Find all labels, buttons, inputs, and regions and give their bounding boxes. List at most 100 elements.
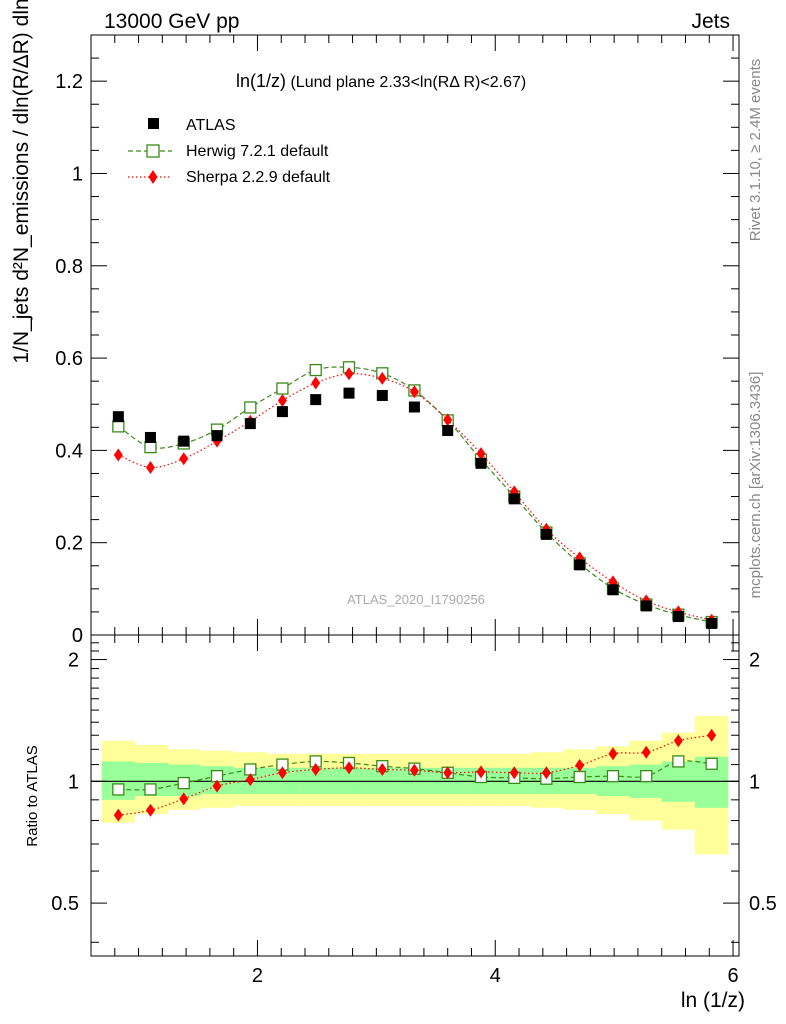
herwig-point [112, 420, 125, 433]
ratio-y-axis-label: Ratio to ATLAS [24, 745, 41, 846]
x-tick-label: 4 [490, 965, 501, 987]
sherpa-point [145, 460, 155, 474]
main-y-axis-label: 1/N_jets d²N_emissions / dln(R/ΔR) dln(1… [10, 0, 33, 364]
herwig-point [672, 755, 685, 768]
atlas-data-point [276, 406, 288, 418]
header-jets-label: Jets [691, 10, 730, 33]
ratio-plot-area [91, 716, 739, 855]
legend-marker-sherpa [148, 170, 158, 184]
herwig-point [144, 441, 157, 454]
legend-marker-atlas [148, 118, 159, 129]
atlas-data-point [144, 431, 156, 443]
atlas-data-point [574, 559, 586, 571]
atlas-data-point [211, 430, 223, 442]
ratio-y-tick-label: 0.5 [51, 893, 79, 915]
plot-title-variable: ln(1/z) [236, 71, 286, 91]
ratio-y-tick-label-right: 1 [749, 771, 760, 793]
atlas-data-point [508, 493, 520, 505]
main-panel: 0 0.2 0.4 0.6 0.8 1 1.2 ATLAS_2020_I1790256 ln… [10, 0, 740, 647]
main-y-tick-label: 0.4 [55, 440, 83, 462]
main-y-tick-label: 0.6 [55, 348, 83, 370]
atlas-data-point [640, 600, 652, 612]
sherpa-point [311, 762, 321, 776]
herwig-point [705, 757, 718, 770]
main-y-tick-label: 0.2 [55, 533, 83, 555]
main-y-tick-label: 1.2 [55, 71, 83, 93]
sherpa-point [212, 779, 222, 793]
herwig-point [309, 363, 322, 377]
herwig-point [244, 401, 257, 414]
sherpa-point [277, 766, 287, 780]
atlas-data-point [310, 394, 322, 406]
atlas-data-point [706, 617, 718, 629]
mcplots-citation-label: mcplots.cern.ch [arXiv:1306.3436] [747, 372, 764, 599]
sherpa-point [707, 728, 717, 742]
sherpa-point [277, 394, 287, 408]
ratio-y-tick-label-right: 0.5 [749, 893, 777, 915]
herwig-point [177, 776, 190, 790]
legend-label-sherpa: Sherpa 2.2.9 default [186, 169, 331, 186]
x-tick-label: 6 [727, 965, 738, 987]
sherpa-point [641, 745, 651, 759]
main-axes: 0 0.2 0.4 0.6 0.8 1 1.2 [55, 35, 739, 647]
herwig-point [144, 783, 157, 796]
sherpa-point [113, 448, 123, 462]
sherpa-point [476, 765, 486, 779]
main-y-tick-label: 0.8 [55, 256, 83, 278]
atlas-data-point [442, 425, 454, 437]
sherpa-point [145, 803, 155, 817]
plot-title: ln(1/z) (Lund plane 2.33<ln(RΔ R)<2.67) [236, 71, 526, 91]
watermark-label: ATLAS_2020_I1790256 [347, 592, 485, 607]
main-y-tick-label: 1 [72, 163, 83, 185]
ratio-y-tick-label: 2 [68, 650, 79, 672]
legend-label-atlas: ATLAS [186, 117, 236, 134]
herwig-point [112, 783, 125, 796]
sherpa-point [541, 766, 551, 780]
sherpa-point [575, 758, 585, 772]
sherpa-point [377, 762, 387, 776]
atlas-data-point [376, 389, 388, 401]
atlas-data-point [112, 411, 124, 423]
ratio-y-tick-label-right: 2 [749, 650, 760, 672]
ratio-axes: 2 4 6 0.5 0.5 1 1 2 2 [51, 635, 777, 987]
sherpa-point [608, 747, 618, 761]
atlas-data-point [672, 611, 684, 623]
header-energy-label: 13000 GeV pp [104, 10, 239, 33]
x-tick-label: 2 [252, 965, 263, 987]
atlas-data-point [408, 401, 420, 413]
main-y-axis-label-text: 1/N_jets d²N_emissions / dln(R/ΔR) dln(1… [10, 0, 33, 364]
plot-title-selection: (Lund plane 2.33<ln(RΔ R)<2.67) [286, 74, 526, 91]
sherpa-point [409, 385, 419, 399]
atlas-data-point [607, 584, 619, 596]
main-plot-area [112, 361, 718, 629]
sherpa-point [443, 413, 453, 427]
sherpa-point [344, 761, 354, 775]
x-axis-label: ln (1/z) [681, 989, 745, 1012]
sherpa-point [245, 773, 255, 787]
legend-label-herwig: Herwig 7.2.1 default [186, 143, 329, 160]
sherpa-point [673, 734, 683, 748]
atlas-data-point [475, 457, 487, 469]
ratio-panel-frame [90, 634, 740, 957]
sherpa-point [311, 376, 321, 390]
atlas-data-point [244, 418, 256, 430]
legend: ATLAS Herwig 7.2.1 default Sherpa 2.2.9 … [128, 117, 331, 186]
main-y-tick-label: 0 [72, 625, 83, 647]
sherpa-point [344, 367, 354, 381]
ratio-panel: 2 4 6 0.5 0.5 1 1 2 2 Ratio to ATLAS ln (1/z) [24, 634, 777, 1012]
herwig-point [276, 382, 289, 395]
legend-marker-herwig [146, 144, 160, 158]
herwig-point [606, 769, 620, 783]
sherpa-point [443, 766, 453, 780]
sherpa-point [509, 766, 519, 780]
rivet-version-label: Rivet 3.1.10, ≥ 2.4M events [747, 59, 764, 242]
sherpa-point [179, 452, 189, 466]
ratio-y-tick-label: 1 [68, 771, 79, 793]
sherpa-point [476, 447, 486, 461]
sherpa-point [113, 808, 123, 822]
herwig-point [573, 770, 586, 784]
atlas-data-point [540, 528, 552, 540]
sherpa-point [377, 371, 387, 385]
sherpa-point [179, 792, 189, 806]
